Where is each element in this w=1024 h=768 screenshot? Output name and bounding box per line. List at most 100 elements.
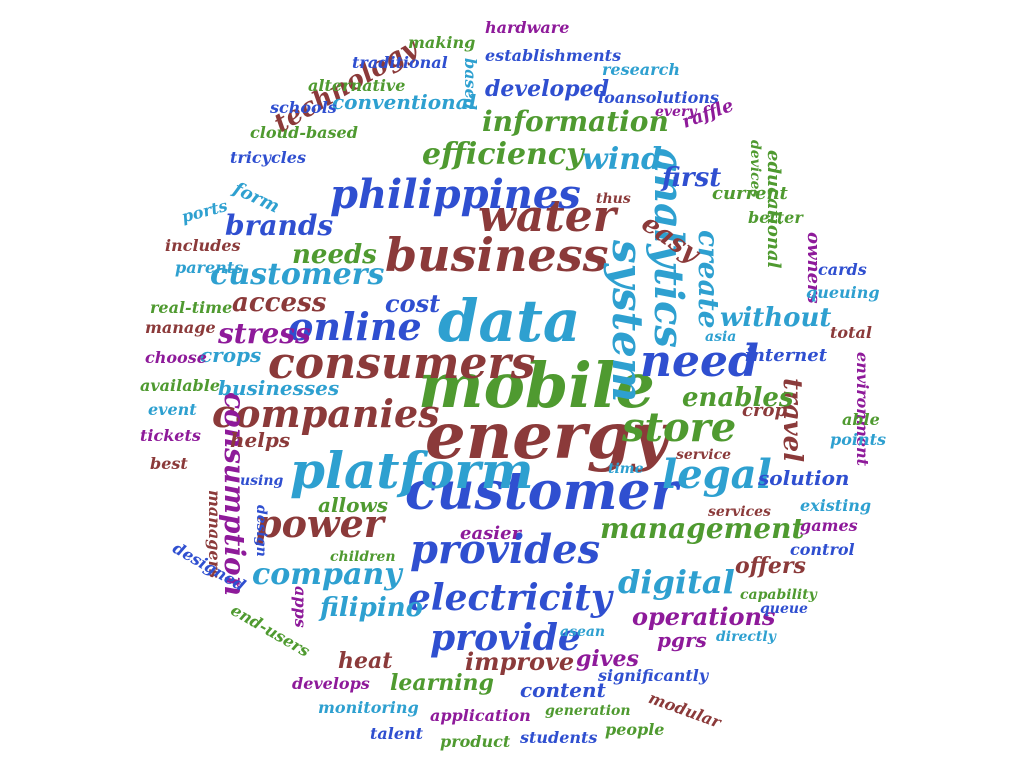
word: solution <box>758 466 850 490</box>
word: access <box>232 288 327 318</box>
word: brands <box>225 209 334 242</box>
word: existing <box>800 496 872 515</box>
word: businesses <box>218 376 340 400</box>
word: talent <box>370 724 424 743</box>
word: best <box>150 454 188 473</box>
word: provides <box>410 526 601 573</box>
word: gives <box>576 646 639 672</box>
word: alternative <box>308 76 406 95</box>
word: schools <box>270 98 337 117</box>
word: customer <box>405 461 678 522</box>
word: hardware <box>485 18 570 37</box>
word: easier <box>460 523 522 544</box>
word: conventional <box>332 90 477 114</box>
word: consumers <box>268 338 536 389</box>
word: includes <box>165 236 241 255</box>
word: significantly <box>598 666 709 685</box>
word: wind <box>582 142 663 177</box>
word: time <box>608 461 644 477</box>
word: monitoring <box>318 698 419 717</box>
word: research <box>602 60 680 79</box>
word: cards <box>818 260 867 279</box>
word: data <box>438 287 581 355</box>
word: company <box>252 557 402 592</box>
word: service <box>676 447 732 463</box>
word: tricycles <box>230 148 306 167</box>
word: design <box>253 505 269 557</box>
word: need <box>640 336 759 387</box>
word: heat <box>338 648 393 674</box>
word: mobile <box>418 349 655 422</box>
word: energy <box>425 399 669 474</box>
word: provide <box>430 617 581 659</box>
word: students <box>520 728 598 747</box>
word: current <box>712 183 788 204</box>
word: management <box>600 512 805 545</box>
word: electricity <box>408 577 612 619</box>
word: asia <box>705 329 737 345</box>
word: directly <box>716 629 776 645</box>
word: first <box>662 163 722 193</box>
word: water <box>478 191 616 242</box>
word: product <box>440 732 511 751</box>
word: develops <box>292 674 370 693</box>
word: total <box>830 323 872 342</box>
word: pgrs <box>657 628 707 652</box>
word: tickets <box>140 426 201 445</box>
word: enables <box>682 383 794 413</box>
word: parents <box>175 258 244 277</box>
word: ports <box>179 195 230 227</box>
word: based <box>461 58 480 110</box>
word: without <box>720 303 832 333</box>
word: helps <box>230 428 291 452</box>
word: operations <box>632 602 776 631</box>
word: store <box>622 404 737 451</box>
word: filipino <box>320 593 423 623</box>
word: every <box>655 104 697 120</box>
word: internet <box>745 345 828 366</box>
word: control <box>790 540 855 559</box>
word: digital <box>618 563 735 601</box>
word: offers <box>735 553 806 579</box>
word: improve <box>465 647 575 676</box>
word: available <box>140 376 220 395</box>
word: cost <box>385 289 441 318</box>
word: choose <box>145 348 207 367</box>
word: points <box>830 430 886 449</box>
word: developed <box>485 76 609 102</box>
word: people <box>605 720 665 739</box>
word: real-time <box>150 298 233 317</box>
word: cloud-based <box>250 123 358 142</box>
word: event <box>148 400 197 419</box>
word: able <box>842 410 880 429</box>
word: crop <box>742 400 788 421</box>
word: application <box>430 706 531 725</box>
word: using <box>240 473 284 489</box>
word: making <box>408 33 476 52</box>
word: needs <box>292 240 377 270</box>
word: capability <box>740 587 817 603</box>
word: content <box>520 678 606 702</box>
word: children <box>330 549 396 565</box>
word: customers <box>210 257 385 292</box>
word: queue <box>760 601 808 617</box>
word: learning <box>390 670 494 696</box>
word: manage <box>145 318 216 337</box>
word: allows <box>318 493 388 517</box>
word: apps <box>291 586 310 628</box>
word: traditional <box>352 53 448 72</box>
word: crops <box>200 343 262 367</box>
word: loansolutions <box>598 88 719 107</box>
word: asean <box>560 624 606 640</box>
word: business <box>385 228 609 282</box>
word: thus <box>596 191 631 207</box>
word: queuing <box>806 283 880 302</box>
word: establishments <box>485 46 622 65</box>
word: services <box>708 504 771 520</box>
word: platform <box>290 441 534 500</box>
word: better <box>748 208 803 227</box>
word: online <box>288 304 422 349</box>
word: efficiency <box>422 137 584 172</box>
word: legal <box>662 451 772 498</box>
